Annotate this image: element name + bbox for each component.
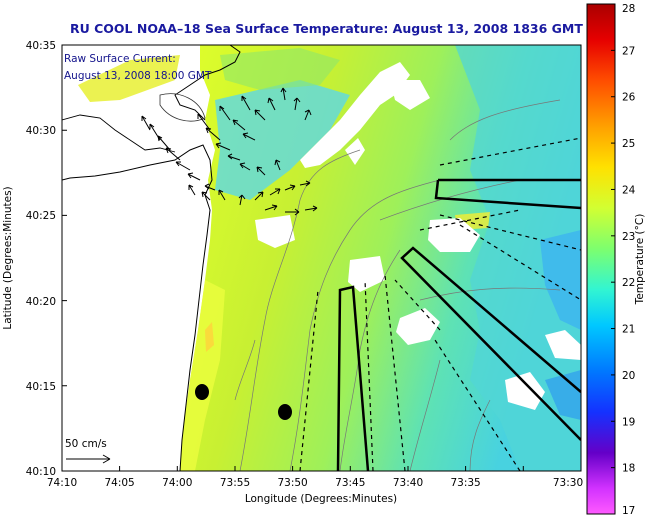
colorbar-tick-label: 24	[622, 184, 636, 196]
x-tick-label: 73:30	[553, 477, 583, 489]
scale-arrow	[66, 454, 111, 464]
x-tick-label: 73:50	[277, 477, 307, 489]
map-frame	[61, 44, 582, 472]
y-tick-label: 40:25	[26, 210, 56, 222]
sst-warm-coast	[180, 280, 225, 471]
x-tick-label: 74:00	[162, 477, 192, 489]
sst-northwest-yellow	[78, 55, 180, 102]
sst-north-green	[220, 48, 340, 90]
map-panel: Raw Surface Current: August 13, 2008 18:…	[62, 45, 581, 471]
map-title: RU COOL NOAA–18 Sea Surface Temperature:…	[70, 21, 583, 36]
station-marker	[195, 384, 209, 400]
cloud-mask	[428, 218, 480, 252]
y-tick-label: 40:10	[26, 466, 56, 478]
colorbar-tick-label: 17	[622, 505, 635, 517]
cloud-mask	[255, 215, 295, 248]
y-tick-label: 40:30	[26, 125, 56, 137]
colorbar-ticks: 28 27 26 25 24 23 22 21 20 19 18 17	[611, 3, 636, 517]
colorbar-tick-label: 22	[622, 277, 635, 289]
survey-boxes	[336, 178, 581, 471]
scale-label: 50 cm/s	[65, 438, 107, 450]
coastline-inlet	[62, 114, 176, 153]
coastline-north	[174, 45, 241, 121]
x-tick-label: 74:10	[47, 477, 77, 489]
cloud-mask	[545, 330, 581, 360]
axis-ticks	[61, 44, 524, 472]
colorbar-tick-label: 19	[622, 416, 635, 428]
island	[159, 93, 206, 122]
colorbar-label: Temperature (°C)	[634, 214, 646, 306]
colorbar-tick-label: 23	[622, 231, 635, 243]
cloud-mask	[505, 372, 545, 410]
x-tick-label: 73:45	[335, 477, 365, 489]
y-tick-label: 40:15	[26, 381, 56, 393]
station-marker	[278, 404, 292, 420]
current-vectors	[141, 87, 318, 216]
y-tick-label: 40:20	[26, 296, 56, 308]
x-tick-label: 73:35	[450, 477, 480, 489]
x-tick-labels: 74:10 74:05 74:00 73:55 73:50 73:45 73:4…	[47, 477, 583, 489]
colorbar-tick-label: 28	[622, 3, 635, 15]
sst-warm-spot	[205, 322, 214, 352]
colorbar-tick-label: 25	[622, 138, 635, 150]
colorbar-tick-label: 26	[622, 92, 636, 104]
sst-bay-cool	[215, 80, 350, 200]
x-tick-label: 73:55	[220, 477, 250, 489]
colorbar-tick-label: 27	[622, 45, 635, 57]
y-tick-label: 40:35	[26, 40, 56, 52]
current-label: Raw Surface Current:	[64, 53, 176, 65]
y-axis-label: Latitude (Degrees:Minutes)	[2, 186, 14, 329]
current-time: August 13, 2008 18:00 GMT	[64, 70, 212, 82]
x-tick-label: 74:05	[104, 477, 134, 489]
sst-cool-patch	[540, 230, 581, 330]
cloud-mask	[348, 256, 385, 292]
colorbar	[586, 3, 616, 515]
x-axis-label: Longitude (Degrees:Minutes)	[245, 493, 397, 505]
colorbar-tick-label: 21	[622, 324, 635, 336]
cloud-mask	[390, 80, 430, 110]
sampling-transects	[299, 137, 581, 471]
colorbar-tick-label: 20	[622, 370, 635, 382]
cloud-mask	[300, 62, 410, 168]
y-tick-labels: 40:35 40:30 40:25 40:20 40:15 40:10	[26, 40, 56, 478]
colorbar-tick-label: 18	[622, 463, 635, 475]
bathymetry-contours	[234, 99, 561, 471]
sst-cool-patch-2	[545, 370, 581, 420]
x-tick-label: 73:40	[393, 477, 423, 489]
